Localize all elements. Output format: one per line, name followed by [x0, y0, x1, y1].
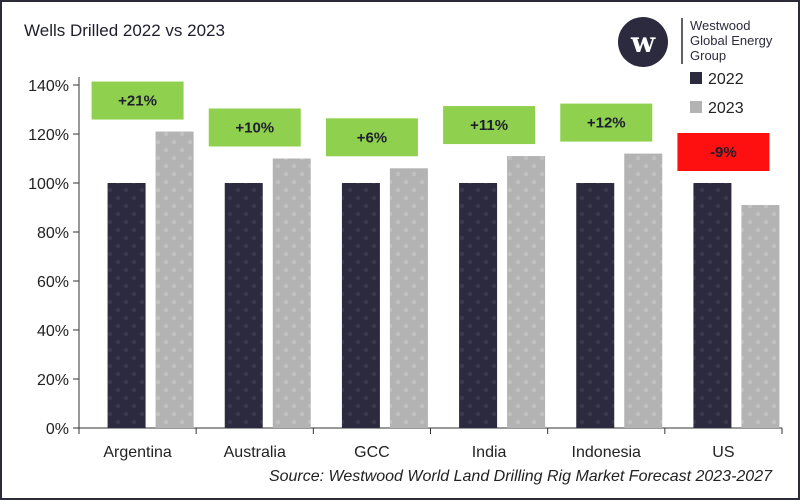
change-badge-bg — [325, 118, 418, 157]
bar-texture — [224, 183, 263, 428]
brand-name-line-2: Global Energy — [690, 33, 773, 48]
change-badge-label: +12% — [587, 115, 626, 132]
bar-texture — [272, 158, 311, 428]
change-badge-bg — [208, 108, 301, 147]
bar-texture — [459, 183, 498, 428]
change-badge-label: -9% — [710, 144, 737, 161]
y-tick-label: 100% — [28, 176, 69, 193]
brand-name-line-3: Group — [690, 48, 726, 63]
bars — [107, 131, 780, 429]
change-badge-bg — [91, 81, 184, 120]
chart-title: Wells Drilled 2022 vs 2023 — [24, 21, 225, 40]
legend-swatch-2022 — [690, 72, 702, 84]
brand-block: w Westwood Global Energy Group — [618, 17, 773, 67]
x-axis — [78, 427, 783, 434]
x-category-label: Indonesia — [572, 444, 641, 461]
bar-texture — [389, 168, 428, 429]
westwood-logo-icon — [618, 17, 668, 67]
y-tick-label: 80% — [37, 225, 69, 242]
bar-texture — [507, 156, 546, 429]
y-tick-label: 120% — [28, 127, 69, 144]
x-category-label: US — [712, 444, 734, 461]
bar-texture — [576, 183, 615, 428]
category-labels: Argentina Australia GCC India Indonesia US — [103, 444, 734, 461]
y-tick-label: 40% — [37, 323, 69, 340]
change-badge-bg — [443, 106, 536, 145]
y-tick-label: 60% — [37, 274, 69, 291]
x-category-label: Argentina — [103, 444, 172, 461]
change-badge-label: +11% — [470, 117, 508, 134]
legend-label-2023: 2023 — [708, 100, 744, 117]
bar-texture — [155, 131, 194, 429]
y-axis: 0% 20% 40% 60% 80% 100% 120% 140% — [28, 77, 80, 438]
change-badge-label: +10% — [235, 120, 274, 137]
legend: 2022 2023 — [690, 71, 744, 117]
x-category-label: GCC — [354, 444, 390, 461]
source-note: Source: Westwood World Land Drilling Rig… — [269, 468, 773, 485]
change-badge-bg — [560, 103, 653, 142]
brand-name-line-1: Westwood — [690, 18, 750, 33]
logo-letter: w — [630, 26, 656, 59]
legend-swatch-2023 — [690, 101, 702, 113]
change-badge-label: +21% — [118, 93, 157, 110]
legend-label-2022: 2022 — [708, 71, 744, 88]
bar-texture — [107, 183, 146, 428]
x-category-label: India — [472, 444, 507, 461]
bar-texture — [741, 205, 780, 428]
y-tick-label: 20% — [37, 372, 69, 389]
bar-texture — [693, 183, 732, 428]
y-tick-label: 140% — [28, 78, 69, 95]
change-badge-bg — [677, 133, 770, 171]
bar-texture — [624, 153, 663, 428]
change-badge-label: +6% — [357, 129, 387, 146]
x-category-label: Australia — [224, 444, 286, 461]
change-annotations: +21% +10% +6% +11% +12% -9% — [91, 81, 770, 171]
y-tick-label: 0% — [46, 421, 69, 438]
bar-texture — [341, 183, 380, 428]
